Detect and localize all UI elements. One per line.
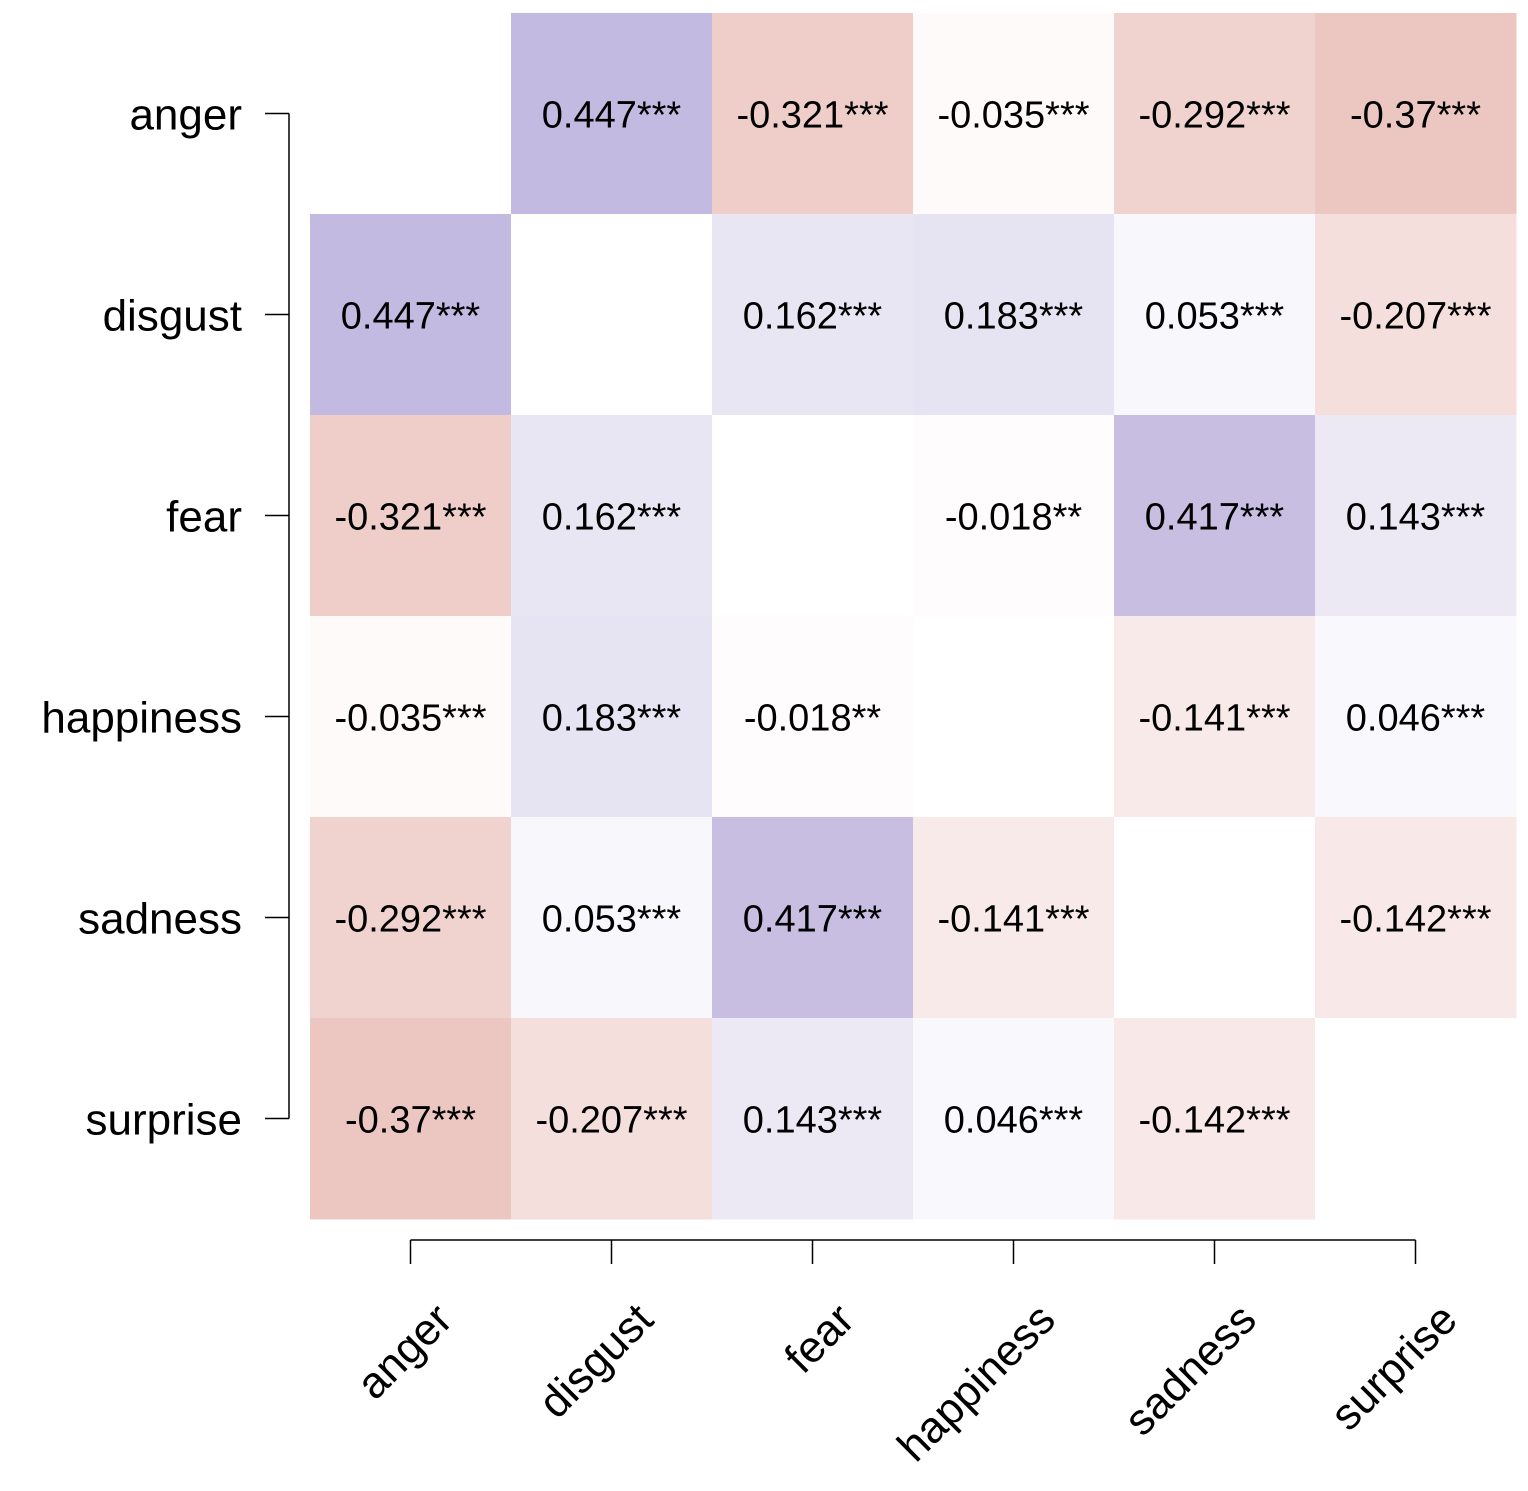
heatmap-cell-sadness-disgust <box>511 817 713 1019</box>
heatmap-cell-anger-surprise <box>1315 13 1517 215</box>
cell-value-label: -0.141*** <box>1138 698 1290 740</box>
cell-value-label: 0.417*** <box>1145 497 1285 539</box>
cell-value-label: 0.046*** <box>944 1100 1084 1142</box>
heatmap-cell-surprise-anger <box>310 1018 512 1220</box>
cell-value-label: -0.321*** <box>736 95 888 137</box>
cell-value-label: 0.417*** <box>743 899 883 941</box>
cell-value-label: 0.183*** <box>944 296 1084 338</box>
cell-value-label: 0.447*** <box>542 95 682 137</box>
heatmap-cell-happiness-disgust <box>511 616 713 818</box>
cell-value-label: -0.207*** <box>1339 296 1491 338</box>
cell-value-label: 0.162*** <box>743 296 883 338</box>
y-tick-label-surprise: surprise <box>86 1096 243 1145</box>
cell-value-label: -0.141*** <box>937 899 1089 941</box>
heatmap-cell-happiness-anger <box>310 616 512 818</box>
cell-value-label: -0.292*** <box>1138 95 1290 137</box>
x-tick-label-happiness: happiness <box>888 1294 1065 1471</box>
x-axis: anger disgust fear happiness sadness surprise <box>347 1239 1467 1471</box>
cell-value-label: 0.162*** <box>542 497 682 539</box>
heatmap-cell-anger-sadness <box>1114 13 1316 215</box>
cell-value-label: -0.018** <box>744 698 882 740</box>
cell-value-label: 0.143*** <box>1346 497 1486 539</box>
x-tick-label-surprise: surprise <box>1321 1294 1466 1439</box>
heatmap-cell-happiness-fear <box>712 616 914 818</box>
heatmap-cell-surprise-surprise <box>1315 1018 1517 1220</box>
y-tick-label-disgust: disgust <box>103 292 242 341</box>
heatmap-cell-disgust-surprise <box>1315 214 1517 416</box>
heatmap-cell-surprise-disgust <box>511 1018 713 1220</box>
cell-value-label: 0.143*** <box>743 1100 883 1142</box>
heatmap-cell-happiness-surprise <box>1315 616 1517 818</box>
cell-value-label: 0.447*** <box>341 296 481 338</box>
heatmap-cell-sadness-sadness <box>1114 817 1316 1019</box>
cell-value-label: -0.37*** <box>345 1100 476 1142</box>
heatmap-cell-sadness-surprise <box>1315 817 1517 1019</box>
cell-value-label: 0.053*** <box>1145 296 1285 338</box>
heatmap-cell-anger-disgust <box>511 13 713 215</box>
heatmap-cell-anger-fear <box>712 13 914 215</box>
cell-value-label: -0.035*** <box>334 698 486 740</box>
heatmap-cell-surprise-happiness <box>913 1018 1115 1220</box>
heatmap-cell-happiness-sadness <box>1114 616 1316 818</box>
heatmap-cells <box>310 13 1517 1220</box>
heatmap-cell-fear-disgust <box>511 415 713 617</box>
x-tick-label-sadness: sadness <box>1115 1294 1266 1445</box>
heatmap-cell-anger-happiness <box>913 13 1115 215</box>
y-tick-label-anger: anger <box>129 91 242 140</box>
y-tick-label-happiness: happiness <box>41 694 242 743</box>
heatmap-cell-anger-anger <box>310 13 512 215</box>
heatmap-cell-labels: 0.447*** -0.321*** -0.035*** -0.292*** -0.37… <box>334 95 1491 1142</box>
cell-value-label: -0.142*** <box>1339 899 1491 941</box>
heatmap-cell-fear-fear <box>712 415 914 617</box>
cell-value-label: 0.053*** <box>542 899 682 941</box>
x-tick-label-disgust: disgust <box>529 1294 662 1427</box>
cell-value-label: -0.035*** <box>937 95 1089 137</box>
heatmap-cell-fear-surprise <box>1315 415 1517 617</box>
x-tick-label-anger: anger <box>347 1294 461 1408</box>
heatmap-cell-sadness-anger <box>310 817 512 1019</box>
heatmap-cell-fear-sadness <box>1114 415 1316 617</box>
cell-value-label: -0.37*** <box>1350 95 1481 137</box>
heatmap-cell-disgust-disgust <box>511 214 713 416</box>
heatmap-cell-disgust-happiness <box>913 214 1115 416</box>
heatmap-cell-fear-happiness <box>913 415 1115 617</box>
cell-value-label: -0.018** <box>945 497 1083 539</box>
heatmap-cell-happiness-happiness <box>913 616 1115 818</box>
y-tick-label-fear: fear <box>166 493 242 542</box>
x-tick-label-fear: fear <box>775 1294 863 1382</box>
cell-value-label: -0.142*** <box>1138 1100 1290 1142</box>
heatmap-cell-disgust-fear <box>712 214 914 416</box>
y-tick-label-sadness: sadness <box>78 895 242 944</box>
y-axis: anger disgust fear happiness sadness surprise <box>41 91 290 1145</box>
heatmap-cell-sadness-happiness <box>913 817 1115 1019</box>
cell-value-label: -0.292*** <box>334 899 486 941</box>
heatmap-cell-surprise-sadness <box>1114 1018 1316 1220</box>
cell-value-label: -0.321*** <box>334 497 486 539</box>
cell-value-label: -0.207*** <box>535 1100 687 1142</box>
cell-value-label: 0.183*** <box>542 698 682 740</box>
heatmap-cell-surprise-fear <box>712 1018 914 1220</box>
heatmap-cell-sadness-fear <box>712 817 914 1019</box>
heatmap-cell-disgust-anger <box>310 214 512 416</box>
heatmap-cell-disgust-sadness <box>1114 214 1316 416</box>
cell-value-label: 0.046*** <box>1346 698 1486 740</box>
heatmap-cell-fear-anger <box>310 415 512 617</box>
